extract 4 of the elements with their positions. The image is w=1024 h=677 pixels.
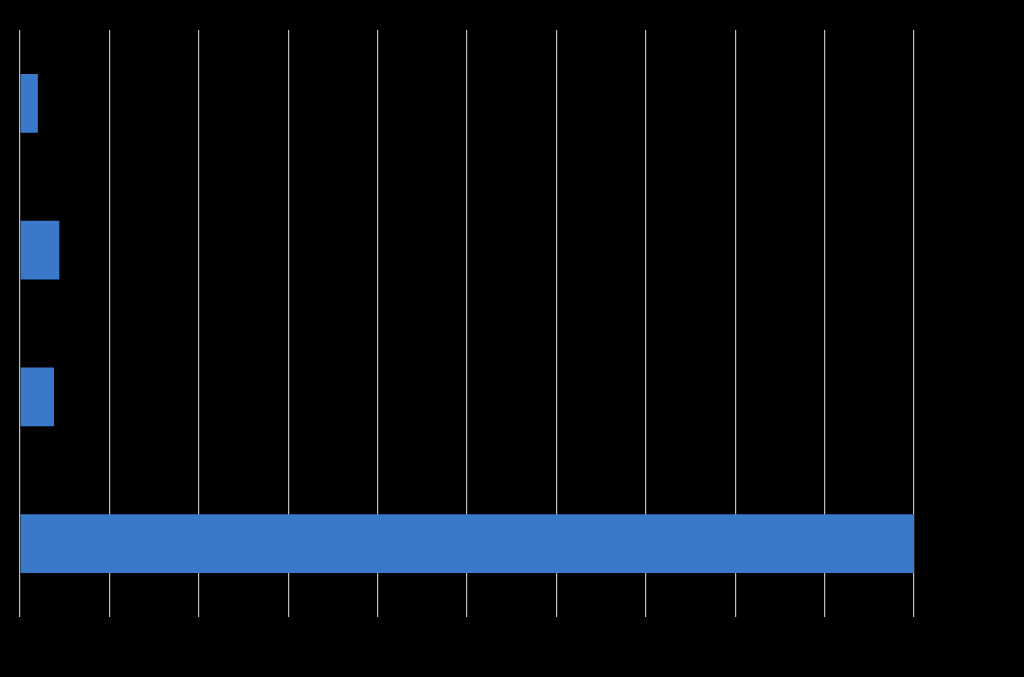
bar (20, 74, 38, 133)
bar (20, 367, 54, 427)
bar (20, 220, 60, 280)
bar (20, 514, 914, 573)
